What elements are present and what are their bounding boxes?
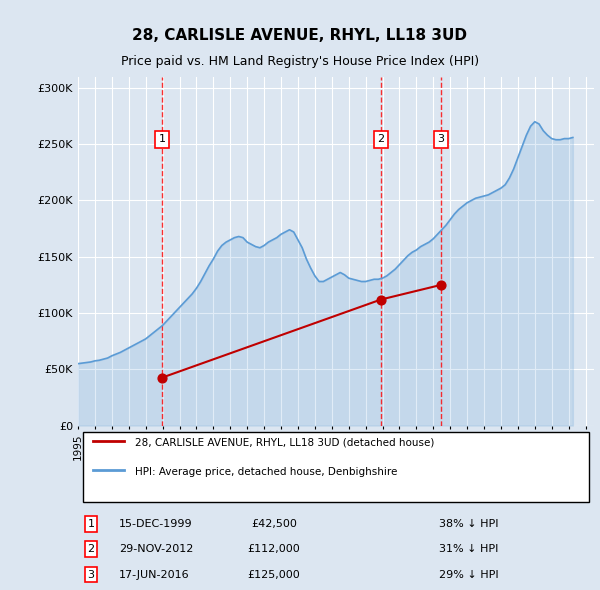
Point	[376, 295, 386, 304]
Text: Price paid vs. HM Land Registry's House Price Index (HPI): Price paid vs. HM Land Registry's House …	[121, 55, 479, 68]
Text: 28, CARLISLE AVENUE, RHYL, LL18 3UD: 28, CARLISLE AVENUE, RHYL, LL18 3UD	[133, 28, 467, 43]
Text: 2: 2	[377, 135, 385, 145]
Text: 28, CARLISLE AVENUE, RHYL, LL18 3UD (detached house): 28, CARLISLE AVENUE, RHYL, LL18 3UD (det…	[135, 438, 434, 448]
Text: 29-NOV-2012: 29-NOV-2012	[119, 544, 194, 554]
Text: £125,000: £125,000	[248, 569, 301, 579]
Text: 38% ↓ HPI: 38% ↓ HPI	[439, 519, 499, 529]
Text: 3: 3	[88, 569, 94, 579]
Text: 31% ↓ HPI: 31% ↓ HPI	[439, 544, 499, 554]
Point	[157, 373, 167, 382]
Text: 2: 2	[88, 544, 94, 554]
Text: 29% ↓ HPI: 29% ↓ HPI	[439, 569, 499, 579]
Text: 15-DEC-1999: 15-DEC-1999	[119, 519, 193, 529]
Text: 17-JUN-2016: 17-JUN-2016	[119, 569, 190, 579]
Point	[436, 280, 446, 290]
Text: HPI: Average price, detached house, Denbighshire: HPI: Average price, detached house, Denb…	[135, 467, 397, 477]
Text: 1: 1	[88, 519, 94, 529]
Text: 3: 3	[437, 135, 445, 145]
Text: £112,000: £112,000	[248, 544, 301, 554]
Text: 1: 1	[158, 135, 166, 145]
Text: £42,500: £42,500	[251, 519, 297, 529]
FancyBboxPatch shape	[83, 432, 589, 502]
